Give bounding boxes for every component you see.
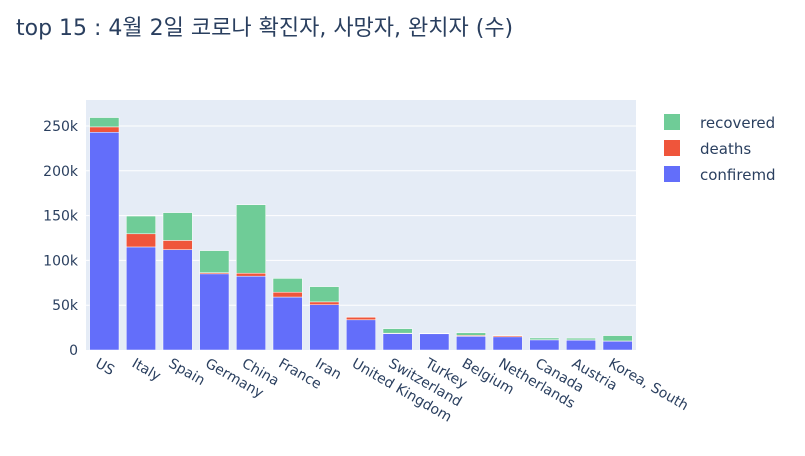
x-tick-label: Spain (166, 356, 208, 389)
bar-deaths[interactable] (126, 233, 156, 248)
bar-confiremd[interactable] (419, 333, 450, 351)
legend-label: recovered (700, 114, 775, 132)
bar-confiremd[interactable] (89, 132, 120, 351)
bar-recovered[interactable] (382, 328, 413, 334)
bar-confiremd[interactable] (566, 339, 596, 351)
bar-confiremd[interactable] (346, 319, 376, 351)
bar-confiremd[interactable] (162, 249, 193, 351)
bar-recovered[interactable] (89, 117, 120, 128)
bar-recovered[interactable] (529, 337, 560, 341)
bar-deaths[interactable] (272, 291, 303, 298)
legend-item-confiremd[interactable]: confiremd (664, 166, 776, 184)
legend-item-deaths[interactable]: deaths (664, 140, 751, 158)
bar-deaths[interactable] (162, 240, 193, 250)
bar-recovered[interactable] (162, 212, 193, 241)
y-axis-ticks: 0 50k 100k 150k 200k 250k (43, 119, 79, 359)
bar-recovered[interactable] (199, 250, 230, 273)
legend-swatch (664, 166, 680, 182)
bar-recovered[interactable] (126, 215, 156, 235)
legend-item-recovered[interactable]: recovered (664, 114, 775, 132)
bar-deaths[interactable] (89, 126, 120, 133)
legend-label: confiremd (700, 166, 776, 184)
bar-confiremd[interactable] (309, 304, 340, 351)
legend-swatch (664, 140, 680, 156)
bar-confiremd[interactable] (382, 333, 413, 351)
y-tick-label: 100k (43, 253, 79, 269)
legend-swatch (664, 114, 680, 130)
bar-confiremd[interactable] (492, 336, 523, 351)
bar-deaths[interactable] (236, 272, 266, 277)
y-tick-label: 250k (43, 119, 79, 135)
y-tick-label: 0 (69, 343, 78, 359)
bar-deaths[interactable] (309, 301, 340, 306)
x-tick-label: Italy (129, 356, 163, 385)
bar-recovered[interactable] (566, 337, 596, 341)
bar-confiremd[interactable] (529, 339, 560, 351)
y-tick-label: 150k (43, 209, 79, 225)
bar-deaths[interactable] (346, 316, 376, 321)
bar-confiremd[interactable] (272, 296, 303, 351)
bar-confiremd[interactable] (236, 275, 266, 351)
bars (89, 117, 633, 351)
y-tick-label: 50k (52, 298, 79, 314)
bar-confiremd[interactable] (602, 340, 633, 351)
chart-title: top 15 : 4월 2일 코로나 확진자, 사망자, 완치자 (수) (16, 16, 514, 41)
legend-label: deaths (700, 140, 751, 158)
x-tick-label: Korea, South (606, 356, 691, 414)
bar-recovered[interactable] (602, 335, 633, 342)
legend[interactable]: recovered deaths confiremd (664, 114, 776, 184)
bar-recovered[interactable] (309, 286, 340, 303)
bar-confiremd[interactable] (199, 273, 230, 351)
bar-recovered[interactable] (236, 204, 266, 274)
x-tick-label: US (92, 356, 117, 379)
bar-recovered[interactable] (272, 278, 303, 293)
bar-confiremd[interactable] (456, 336, 486, 351)
bar-recovered[interactable] (456, 332, 486, 336)
bar-confiremd[interactable] (126, 246, 156, 351)
y-tick-label: 200k (43, 164, 79, 180)
